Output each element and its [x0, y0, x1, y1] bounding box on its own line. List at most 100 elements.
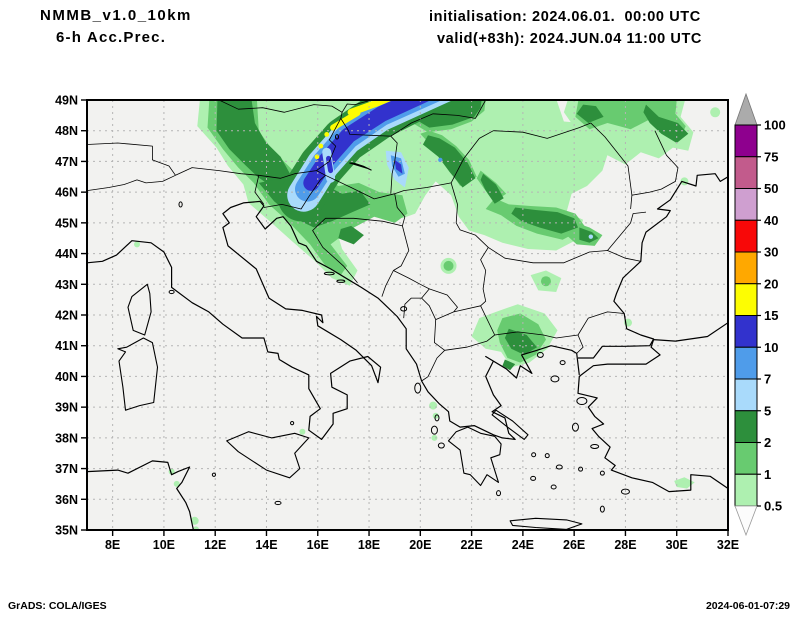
x-tick-label: 30E	[666, 538, 688, 552]
country-border	[263, 175, 326, 210]
y-tick-label: 37N	[55, 462, 78, 476]
country-border	[340, 100, 487, 137]
country-border	[493, 122, 591, 139]
colorbar-segment	[734, 124, 758, 158]
y-tick-label: 47N	[55, 155, 78, 169]
precip-yellow-spot	[318, 143, 324, 149]
x-tick-label: 8E	[105, 538, 120, 552]
x-tick-label: 12E	[204, 538, 226, 552]
x-tick-label: 20E	[409, 538, 431, 552]
precip-band-dark_blue	[326, 155, 334, 174]
creation-timestamp: 2024-06-01-07:29	[705, 600, 790, 612]
y-tick-label: 43N	[55, 278, 78, 292]
colorbar-under-arrow	[734, 505, 758, 537]
y-tick-label: 45N	[55, 216, 78, 230]
precip-speck	[190, 516, 199, 525]
small-island	[530, 475, 537, 481]
small-island	[323, 271, 335, 276]
precip-heavy	[579, 227, 599, 243]
small-island	[550, 484, 557, 490]
country-border	[393, 270, 430, 299]
colorbar-segment	[734, 473, 758, 507]
country-border	[631, 130, 679, 196]
coastline	[87, 460, 194, 530]
small-island	[336, 279, 346, 283]
colorbar-segment	[734, 156, 758, 189]
precip-blob-dark_blue	[394, 159, 403, 174]
small-island	[531, 452, 537, 458]
axes: 49N 48N 47N 46N 45N 44N 43N 42N 41N 40N 39N 38N 37N 3…	[55, 94, 739, 553]
precip-heavy	[422, 135, 476, 188]
colorbar-segment	[734, 346, 758, 380]
small-island	[430, 425, 438, 435]
small-island	[168, 289, 175, 295]
small-island	[178, 201, 183, 208]
country-border	[429, 288, 458, 313]
colorbar-segment	[734, 315, 758, 348]
precip-speck	[173, 480, 180, 487]
y-tick-label: 38N	[55, 431, 78, 445]
colorbar-label: 7	[764, 372, 771, 387]
small-island	[437, 442, 445, 449]
country-border	[316, 118, 342, 171]
valid-label: valid(+83h): 2024.JUN.04 11:00 UTC	[437, 31, 703, 47]
x-tick-label: 26E	[563, 538, 585, 552]
y-tick-label: 48N	[55, 124, 78, 138]
precip-yellow-spot	[324, 132, 330, 137]
colorbar-segment	[734, 378, 758, 412]
precip-heavy	[504, 328, 537, 355]
y-tick-label: 36N	[55, 493, 78, 507]
small-island	[496, 490, 502, 497]
x-tick-label: 28E	[614, 538, 636, 552]
precip-medium	[575, 100, 686, 139]
x-tick-label: 10E	[153, 538, 175, 552]
precip-speck	[588, 234, 594, 239]
small-island	[274, 500, 282, 506]
colorbar-segment	[734, 251, 758, 285]
y-tick-label: 46N	[55, 186, 78, 200]
x-tick-label: 16E	[307, 538, 329, 552]
colorbar-label: 0.5	[764, 499, 782, 514]
small-island	[550, 375, 560, 383]
small-island	[290, 421, 295, 426]
country-border	[87, 174, 176, 191]
y-tick-label: 40N	[55, 370, 78, 384]
country-border	[450, 182, 489, 248]
precip-speck	[429, 401, 438, 410]
precip-light	[674, 477, 695, 489]
coastline	[578, 173, 728, 359]
colorbar-segment	[734, 442, 758, 475]
x-tick-label: 32E	[717, 538, 739, 552]
colorbar-segment	[734, 283, 758, 316]
country-border	[576, 334, 584, 354]
precip-speck	[431, 434, 438, 441]
y-tick-label: 44N	[55, 247, 78, 261]
small-island	[576, 397, 588, 405]
country-border	[254, 175, 265, 205]
colorbar-label: 2	[764, 435, 771, 450]
country-border	[433, 319, 445, 351]
country-border	[494, 311, 625, 339]
precip-speck	[443, 260, 454, 271]
small-island	[590, 443, 600, 449]
small-island	[334, 134, 339, 140]
coastline	[577, 322, 728, 493]
country-border	[421, 350, 445, 382]
y-tick-label: 41N	[55, 339, 78, 353]
y-tick-label: 42N	[55, 309, 78, 323]
precip-heavy	[576, 104, 604, 123]
colorbar-label: 50	[764, 181, 778, 196]
country-border	[390, 135, 398, 194]
precip-light	[197, 100, 609, 286]
coastline-island	[349, 162, 372, 171]
precip-band-yellow	[347, 100, 394, 116]
coastline-island	[127, 283, 152, 336]
country-border	[403, 297, 437, 320]
country-border	[450, 130, 494, 184]
precip-heavy	[502, 359, 516, 371]
colorbar-label: 75	[764, 149, 778, 164]
small-island	[414, 382, 422, 394]
precip-heavy	[643, 104, 689, 143]
